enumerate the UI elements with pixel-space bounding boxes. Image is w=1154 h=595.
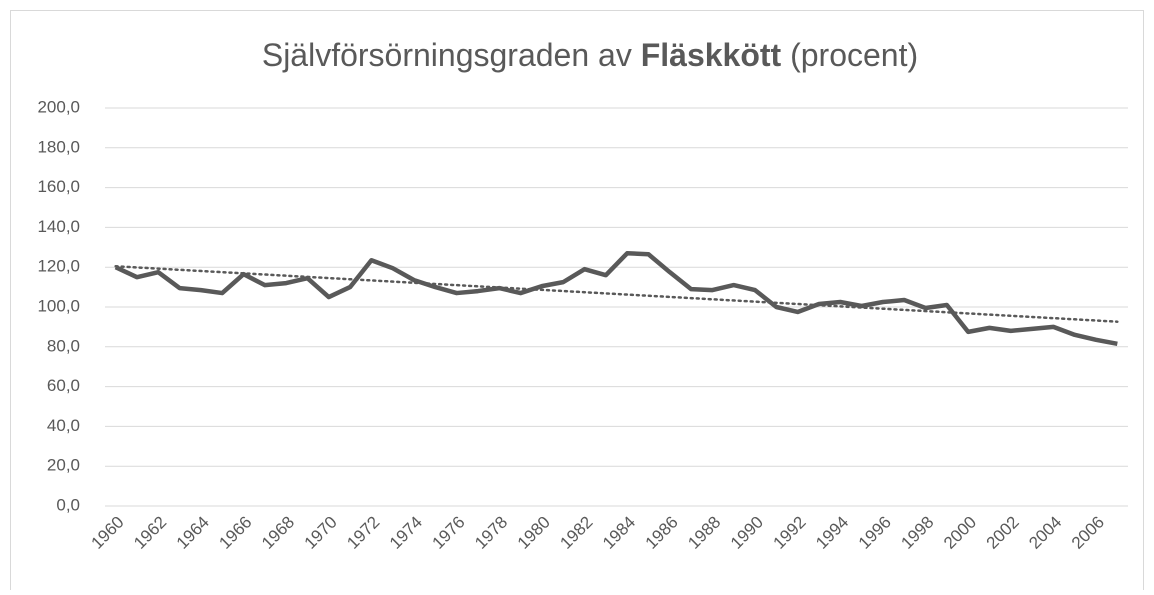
- y-tick-label: 180,0: [37, 137, 80, 156]
- y-tick-label: 40,0: [47, 416, 80, 435]
- y-tick-label: 120,0: [37, 257, 80, 276]
- y-tick-label: 100,0: [37, 296, 80, 315]
- y-tick-label: 200,0: [37, 97, 80, 116]
- y-tick-label: 60,0: [47, 376, 80, 395]
- y-tick-label: 80,0: [47, 336, 80, 355]
- chart-frame: [10, 10, 1144, 595]
- title-part: Fläskkött: [641, 37, 782, 73]
- trendline: [114, 265, 1119, 323]
- line-series: [114, 251, 1118, 347]
- title-part: (procent): [790, 37, 918, 73]
- chart-title: Självförsörningsgraden av Fläskkött (pro…: [262, 37, 918, 73]
- y-tick-label: 20,0: [47, 456, 80, 475]
- y-tick-label: 160,0: [37, 177, 80, 196]
- title-part: Självförsörningsgraden av: [262, 37, 632, 73]
- y-tick-label: 0,0: [56, 495, 80, 514]
- y-tick-label: 140,0: [37, 217, 80, 236]
